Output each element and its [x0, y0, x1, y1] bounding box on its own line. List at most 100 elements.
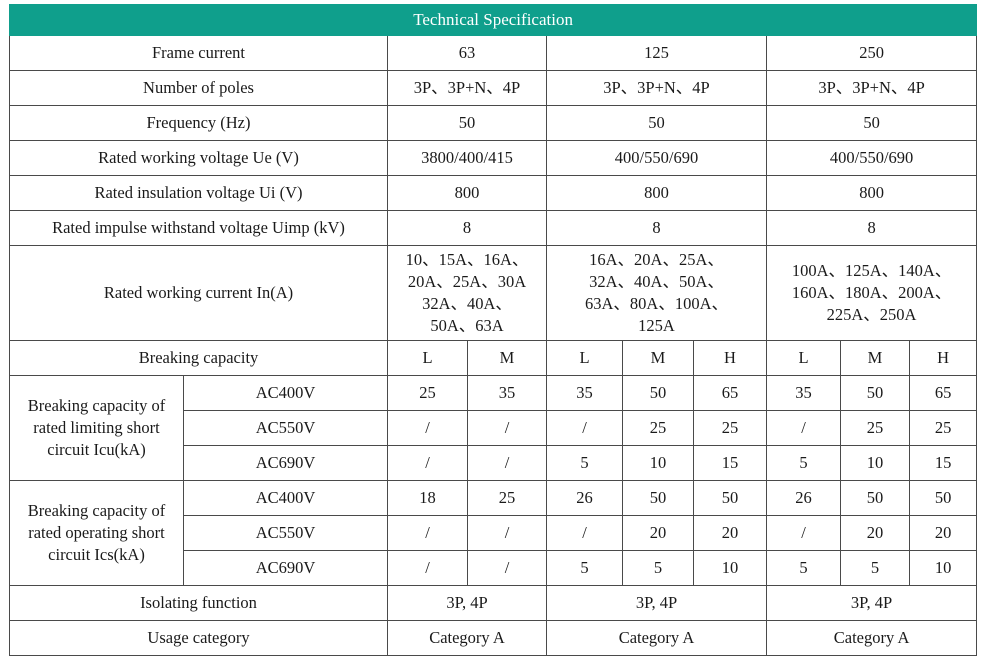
value-cell: 3800/400/415	[387, 140, 547, 176]
value-cell: 25	[467, 480, 547, 516]
class-cell: L	[766, 340, 841, 376]
value-cell: 3P, 4P	[765, 585, 978, 621]
value-cell: 35	[546, 375, 623, 411]
row-label: Frame current	[9, 35, 388, 71]
value-cell: 26	[766, 480, 841, 516]
row-isolating-function: Isolating function 3P, 4P 3P, 4P 3P, 4P	[9, 585, 978, 621]
value-cell: 63	[387, 35, 547, 71]
value-cell: 400/550/690	[546, 140, 767, 176]
value-cell: 3P, 4P	[387, 585, 547, 621]
value-line: 32A、40A、50A、	[589, 272, 724, 291]
value-cell: Category A	[387, 620, 547, 656]
label-line: Breaking capacity of	[27, 396, 166, 415]
row-label: Isolating function	[9, 585, 388, 621]
value-cell: 5	[622, 550, 694, 586]
value-cell: /	[387, 410, 468, 446]
value-cell: /	[467, 410, 547, 446]
value-cell: 25	[387, 375, 468, 411]
voltage-label: AC690V	[183, 550, 388, 586]
value-cell: 50	[908, 480, 978, 516]
class-cell: M	[467, 340, 547, 376]
value-cell: /	[467, 550, 547, 586]
value-cell: 25	[840, 410, 910, 446]
value-cell: 20	[908, 515, 978, 551]
value-cell: Category A	[546, 620, 767, 656]
row-label: Breaking capacity	[9, 340, 388, 376]
value-cell: 3P、3P+N、4P	[387, 70, 547, 106]
label-line: Breaking capacity of	[27, 501, 166, 520]
value-cell: 800	[765, 175, 978, 211]
voltage-label: AC550V	[183, 515, 388, 551]
value-cell: 20	[693, 515, 767, 551]
value-line: 20A、25A、30A	[407, 272, 527, 291]
value-cell: 20	[840, 515, 910, 551]
row-icu-ac550v: AC550V / / / 25 25 / 25 25	[10, 410, 978, 446]
class-cell: H	[693, 340, 767, 376]
value-cell: 3P、3P+N、4P	[546, 70, 767, 106]
value-cell: 800	[546, 175, 767, 211]
value-line: 100A、125A、140A、	[791, 261, 952, 280]
class-cell: M	[840, 340, 910, 376]
row-label: Rated impulse withstand voltage Uimp (kV…	[9, 210, 388, 246]
value-cell: 50	[622, 480, 694, 516]
value-cell: /	[387, 445, 468, 481]
value-cell: 10	[693, 550, 767, 586]
row-rated-working-current: Rated working current In(A) 10、15A、16A、 …	[9, 245, 978, 341]
row-ics-ac550v: AC550V / / / 20 20 / 20 20	[10, 515, 978, 551]
row-label: Number of poles	[9, 70, 388, 106]
value-cell: 5	[546, 445, 623, 481]
value-cell: 50	[622, 375, 694, 411]
value-cell: /	[546, 515, 623, 551]
value-cell: 65	[693, 375, 767, 411]
value-cell: /	[766, 515, 841, 551]
value-line: 225A、250A	[826, 305, 917, 324]
value-line: 10、15A、16A、	[405, 250, 529, 269]
row-rated-insulation-voltage: Rated insulation voltage Ui (V) 800 800 …	[9, 175, 978, 211]
label-line: rated operating short	[28, 523, 165, 542]
value-cell: 5	[766, 445, 841, 481]
value-cell: 8	[387, 210, 547, 246]
value-line: 125A	[638, 316, 675, 335]
voltage-label: AC690V	[183, 445, 388, 481]
value-cell: 5	[546, 550, 623, 586]
value-cell: 35	[467, 375, 547, 411]
row-rated-impulse-voltage: Rated impulse withstand voltage Uimp (kV…	[9, 210, 978, 246]
value-line: 63A、80A、100A、	[585, 294, 728, 313]
value-cell: 10	[622, 445, 694, 481]
row-frame-current: Frame current 63 125 250	[9, 35, 978, 71]
row-usage-category: Usage category Category A Category A Cat…	[9, 620, 978, 656]
value-cell: /	[467, 515, 547, 551]
voltage-label: AC400V	[183, 480, 388, 516]
value-cell: 250	[765, 35, 978, 71]
row-label: Rated working voltage Ue (V)	[9, 140, 388, 176]
value-cell: 50	[840, 480, 910, 516]
icu-group-label: Breaking capacity of rated limiting shor…	[9, 375, 184, 481]
value-cell: 15	[693, 445, 767, 481]
row-icu-ac400v: Breaking capacity of rated limiting shor…	[9, 375, 978, 481]
value-cell: 800	[387, 175, 547, 211]
value-cell: 3P, 4P	[546, 585, 767, 621]
row-label: Frequency (Hz)	[9, 105, 388, 141]
value-cell: 50	[693, 480, 767, 516]
ics-group-label: Breaking capacity of rated operating sho…	[9, 480, 184, 586]
value-cell: /	[766, 410, 841, 446]
class-cell: H	[908, 340, 978, 376]
value-cell: 35	[766, 375, 841, 411]
class-cell: L	[546, 340, 623, 376]
value-cell: 8	[765, 210, 978, 246]
value-cell: 3P、3P+N、4P	[765, 70, 978, 106]
row-rated-working-voltage: Rated working voltage Ue (V) 3800/400/41…	[9, 140, 978, 176]
value-cell: /	[546, 410, 623, 446]
value-cell: 8	[546, 210, 767, 246]
value-cell: 25	[908, 410, 978, 446]
label-line: circuit Icu(kA)	[47, 440, 146, 459]
value-cell: 65	[908, 375, 978, 411]
row-label: Usage category	[9, 620, 388, 656]
value-cell: 26	[546, 480, 623, 516]
voltage-label: AC400V	[183, 375, 388, 411]
class-cell: L	[387, 340, 468, 376]
value-cell: 25	[622, 410, 694, 446]
value-cell: 400/550/690	[765, 140, 978, 176]
table-title: Technical Specification	[8, 4, 978, 36]
value-line: 50A、63A	[430, 316, 504, 335]
